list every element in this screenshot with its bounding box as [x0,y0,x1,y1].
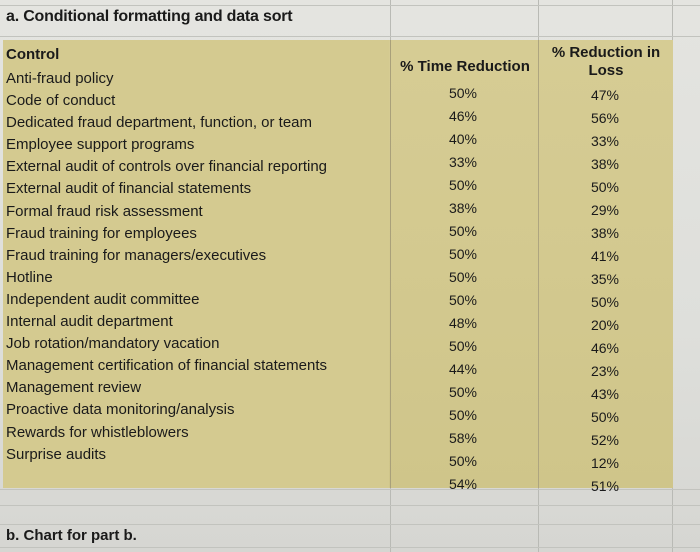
section-b-title: b. Chart for part b. [6,527,137,544]
control-cell[interactable]: Management review [6,379,142,397]
loss-reduction-cell[interactable]: 50% [590,179,620,195]
control-cell[interactable]: Rewards for whistleblowers [6,423,189,441]
column-divider [538,40,539,488]
loss-reduction-cell[interactable]: 52% [590,432,620,448]
loss-reduction-cell[interactable]: 51% [590,478,620,494]
control-cell[interactable]: Employee support programs [6,136,195,154]
header-control[interactable]: Control [6,46,60,63]
loss-reduction-cell[interactable]: 38% [590,156,620,172]
time-reduction-cell[interactable]: 40% [448,131,478,147]
time-reduction-column: 50% 46% 40% 33% 50% 38% 50% 50% 50% 50% 48% 50% 44% 5… [403,82,523,496]
time-reduction-cell[interactable]: 48% [448,315,478,331]
time-reduction-cell[interactable]: 50% [448,338,478,354]
section-a-title: a. Conditional formatting and data sort [6,8,293,25]
control-cell[interactable]: Independent audit committee [6,290,200,308]
loss-reduction-cell[interactable]: 20% [590,317,620,333]
loss-reduction-cell[interactable]: 50% [590,409,620,425]
loss-reduction-cell[interactable]: 12% [590,455,620,471]
control-cell[interactable]: External audit of controls over financia… [6,158,328,176]
control-cell[interactable]: Surprise audits [6,445,107,463]
time-reduction-cell[interactable]: 33% [448,154,478,170]
time-reduction-cell[interactable]: 50% [448,292,478,308]
header-time-reduction[interactable]: % Time Reduction [400,58,530,75]
row-divider [0,5,700,6]
control-cell[interactable]: External audit of financial statements [6,180,252,198]
time-reduction-cell[interactable]: 46% [448,108,478,124]
control-cell[interactable]: Formal fraud risk assessment [6,202,203,220]
header-loss-reduction[interactable]: % Reduction in Loss [540,44,672,79]
time-reduction-cell[interactable]: 50% [448,269,478,285]
time-reduction-cell[interactable]: 54% [448,476,478,492]
loss-reduction-cell[interactable]: 46% [590,340,620,356]
loss-reduction-column: 47% 56% 33% 38% 50% 29% 38% 41% 35% 50% 20% 46% 23% 4… [545,84,665,498]
loss-reduction-cell[interactable]: 38% [590,225,620,241]
row-divider [0,505,700,506]
control-column-fill [3,40,389,488]
loss-reduction-cell[interactable]: 41% [590,248,620,264]
header-loss-reduction-line1: % Reduction in [551,44,661,61]
control-cell[interactable]: Hotline [6,268,53,286]
control-cell[interactable]: Management certification of financial st… [6,357,327,375]
row-divider [0,524,700,525]
row-divider [0,36,700,37]
time-reduction-cell[interactable]: 50% [448,384,478,400]
loss-reduction-cell[interactable]: 43% [590,386,620,402]
control-cell[interactable]: Fraud training for managers/executives [6,246,267,264]
loss-reduction-cell[interactable]: 47% [590,87,620,103]
column-divider [390,40,391,488]
control-cell[interactable]: Anti-fraud policy [6,70,114,87]
time-reduction-cell[interactable]: 50% [448,407,478,423]
loss-reduction-cell[interactable]: 50% [590,294,620,310]
row-divider [0,489,700,490]
control-list: Anti-fraud policy Code of conduct Dedicate… [6,68,386,466]
loss-reduction-cell[interactable]: 33% [590,133,620,149]
loss-reduction-cell[interactable]: 23% [590,363,620,379]
time-reduction-cell[interactable]: 44% [448,361,478,377]
loss-reduction-cell[interactable]: 56% [590,110,620,126]
time-reduction-cell[interactable]: 38% [448,200,478,216]
header-loss-reduction-line2: Loss [588,62,624,79]
loss-reduction-cell[interactable]: 35% [590,271,620,287]
time-reduction-cell[interactable]: 50% [448,177,478,193]
time-reduction-cell[interactable]: 50% [448,453,478,469]
row-divider [0,547,700,548]
loss-reduction-cell[interactable]: 29% [590,202,620,218]
control-cell[interactable]: Job rotation/mandatory vacation [6,335,220,353]
control-cell[interactable]: Code of conduct [6,92,116,110]
time-reduction-cell[interactable]: 58% [448,430,478,446]
time-reduction-cell[interactable]: 50% [448,85,478,101]
control-cell[interactable]: Proactive data monitoring/analysis [6,401,235,419]
time-reduction-cell[interactable]: 50% [448,223,478,239]
control-cell[interactable]: Fraud training for employees [6,224,197,242]
control-cell[interactable]: Internal audit department [6,313,173,331]
control-cell[interactable]: Dedicated fraud department, function, or… [6,114,313,132]
time-reduction-cell[interactable]: 50% [448,246,478,262]
